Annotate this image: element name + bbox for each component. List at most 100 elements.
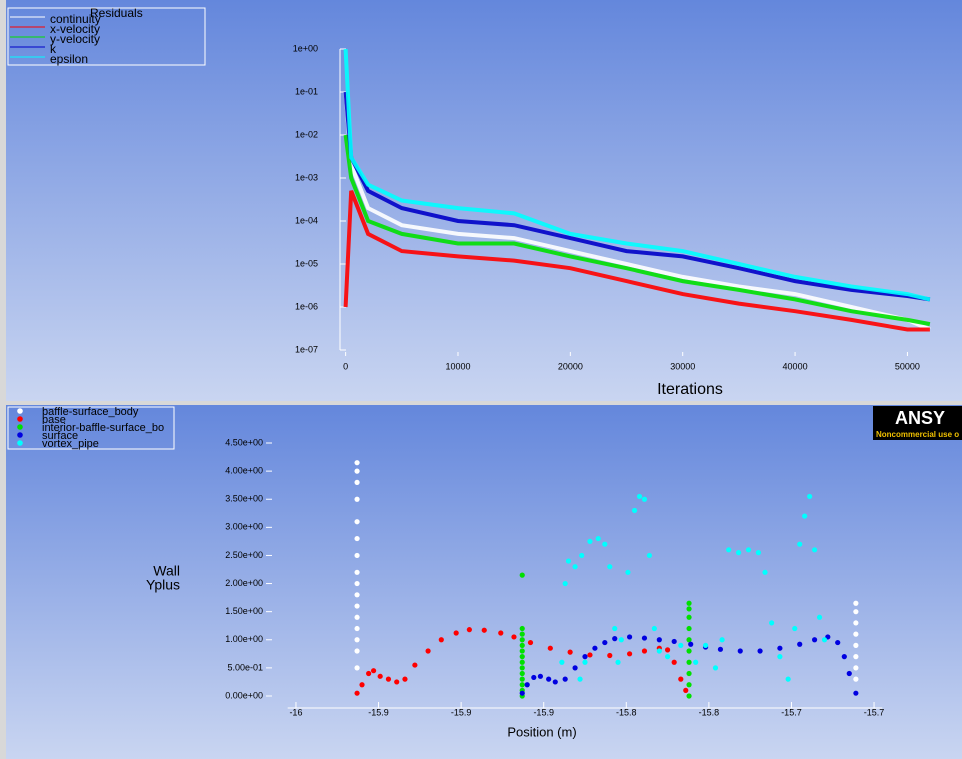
x-tick-label: 10000 bbox=[445, 361, 470, 371]
x-axis-label: Iterations bbox=[657, 381, 723, 398]
y-tick-label: 0.00e+00 bbox=[225, 690, 263, 700]
point bbox=[686, 648, 692, 654]
point bbox=[579, 552, 585, 559]
legend-label: interior-baffle-surface_bo bbox=[42, 422, 164, 434]
point bbox=[853, 654, 859, 660]
point bbox=[853, 642, 859, 648]
point bbox=[631, 507, 638, 514]
point bbox=[853, 676, 859, 682]
point bbox=[853, 690, 859, 696]
point bbox=[466, 627, 472, 633]
point bbox=[802, 513, 808, 519]
point bbox=[537, 673, 544, 679]
point bbox=[354, 468, 360, 474]
point bbox=[519, 625, 525, 632]
legend-label: continuity bbox=[50, 12, 101, 26]
point bbox=[671, 659, 677, 665]
yplus-panel bbox=[6, 405, 962, 759]
y-tick-label: 1e-07 bbox=[295, 344, 318, 354]
point bbox=[354, 535, 360, 542]
y-tick-label: 4.50e+00 bbox=[225, 437, 263, 447]
point bbox=[519, 690, 525, 696]
point bbox=[519, 676, 525, 682]
point bbox=[582, 654, 588, 660]
point bbox=[412, 662, 418, 668]
point bbox=[519, 682, 525, 688]
point bbox=[693, 659, 699, 665]
point bbox=[546, 676, 552, 682]
point bbox=[641, 496, 648, 502]
point bbox=[625, 569, 631, 575]
x-tick-label: 30000 bbox=[670, 361, 695, 371]
point bbox=[572, 564, 578, 570]
point bbox=[552, 679, 558, 685]
series-line bbox=[343, 91, 931, 332]
point bbox=[354, 519, 360, 525]
point bbox=[712, 665, 719, 671]
point bbox=[835, 639, 841, 646]
y-tick-label: 3.50e+00 bbox=[225, 494, 263, 504]
point bbox=[757, 648, 763, 654]
point bbox=[562, 676, 568, 682]
legend-label: surface bbox=[42, 430, 78, 442]
point bbox=[612, 636, 618, 642]
point bbox=[394, 679, 400, 685]
point bbox=[524, 682, 530, 688]
point bbox=[519, 572, 525, 578]
y-axis-label: Yplus bbox=[146, 577, 180, 593]
point bbox=[559, 659, 565, 665]
point bbox=[354, 637, 360, 643]
y-tick-label: 1e-01 bbox=[295, 86, 318, 96]
point bbox=[664, 647, 671, 653]
point bbox=[651, 625, 657, 632]
point bbox=[602, 541, 608, 547]
point bbox=[717, 646, 724, 652]
point bbox=[481, 627, 487, 633]
point bbox=[686, 670, 692, 677]
point bbox=[736, 550, 742, 556]
x-tick-label: -15.9 bbox=[451, 707, 472, 717]
point bbox=[797, 541, 803, 547]
point bbox=[519, 665, 525, 671]
series-line bbox=[343, 48, 931, 302]
legend-marker bbox=[17, 424, 23, 430]
point bbox=[354, 690, 360, 696]
legend-box bbox=[7, 7, 206, 66]
legend-label: base bbox=[42, 414, 66, 426]
point bbox=[686, 659, 692, 665]
point bbox=[366, 670, 372, 677]
point bbox=[453, 630, 459, 636]
point bbox=[777, 645, 783, 651]
point bbox=[527, 639, 534, 646]
point bbox=[816, 614, 823, 620]
point bbox=[438, 637, 444, 643]
point bbox=[602, 639, 608, 646]
point bbox=[547, 645, 553, 651]
point bbox=[354, 614, 360, 620]
point bbox=[587, 652, 593, 658]
point bbox=[498, 630, 504, 636]
point bbox=[354, 603, 360, 609]
legend-marker bbox=[17, 432, 23, 438]
point bbox=[354, 569, 360, 575]
point bbox=[595, 535, 601, 542]
point bbox=[511, 634, 517, 640]
y-tick-label: 1e-05 bbox=[295, 258, 318, 268]
point bbox=[853, 631, 859, 637]
point bbox=[377, 673, 383, 679]
point bbox=[686, 682, 692, 688]
point bbox=[607, 564, 613, 570]
x-tick-label: -15.8 bbox=[699, 707, 720, 717]
point bbox=[354, 592, 360, 598]
point bbox=[587, 538, 593, 544]
point bbox=[615, 659, 621, 665]
point bbox=[354, 496, 360, 502]
legend-title: Residuals bbox=[90, 6, 143, 20]
point bbox=[719, 637, 725, 643]
point bbox=[745, 547, 752, 553]
y-axis-label: Wall bbox=[153, 563, 180, 579]
point bbox=[686, 637, 692, 643]
point bbox=[686, 600, 692, 606]
